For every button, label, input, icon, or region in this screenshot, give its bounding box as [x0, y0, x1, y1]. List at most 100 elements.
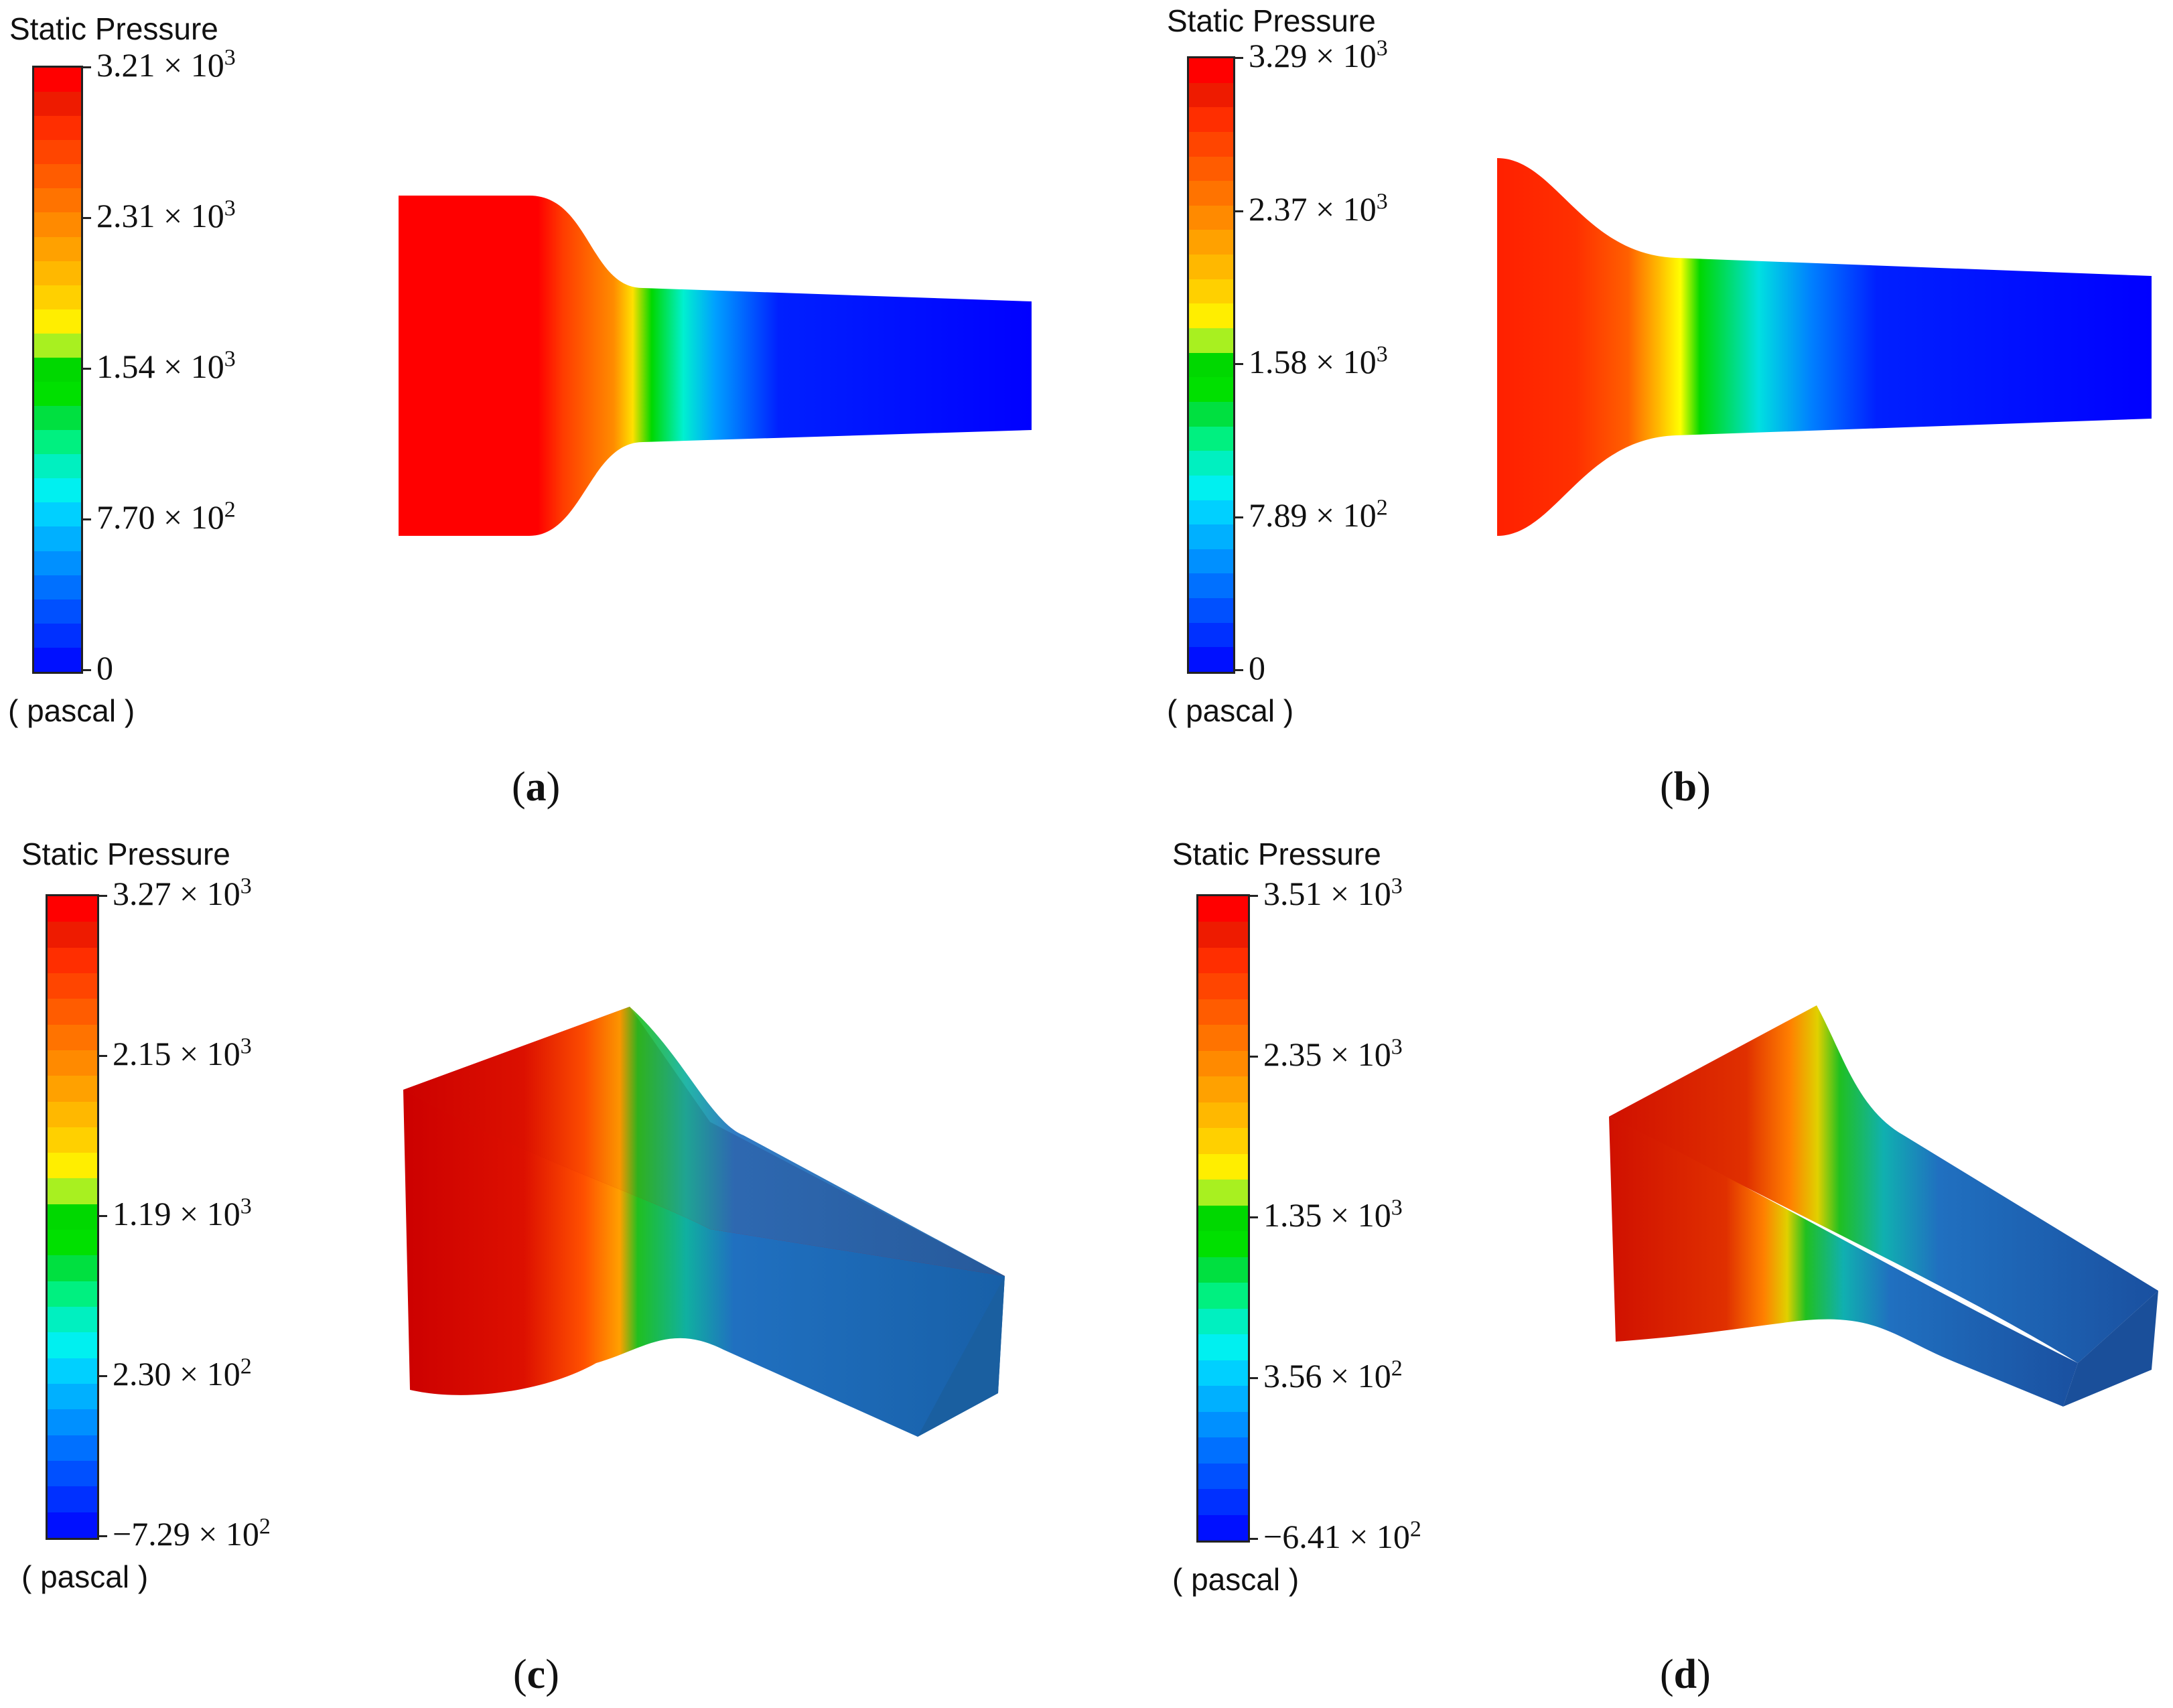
colorbar-tick-label: −7.29 × 102: [113, 1514, 271, 1553]
colorbar-band: [34, 212, 81, 237]
colorbar-title: Static Pressure: [1172, 837, 1381, 871]
colorbar-band: [1189, 549, 1233, 574]
colorbar-title: Static Pressure: [9, 11, 218, 46]
colorbar-tick-mark: [98, 1215, 107, 1217]
colorbar-band: [1189, 156, 1233, 182]
colorbar-band: [1189, 255, 1233, 279]
colorbar-band: [34, 551, 81, 575]
colorbar-band: [1189, 352, 1233, 378]
colorbar-band: [48, 1383, 97, 1410]
colorbar-band: [34, 478, 81, 503]
colorbar-band: [1198, 896, 1248, 922]
colorbar-band: [1189, 181, 1233, 206]
colorbar-band: [1198, 1257, 1248, 1283]
colorbar-band: [1189, 58, 1233, 83]
colorbar-band: [1198, 973, 1248, 999]
colorbar-band: [48, 1153, 97, 1179]
pressure-contour-2d: [399, 196, 1032, 536]
colorbar-band: [1189, 107, 1233, 132]
colorbar-band: [34, 68, 81, 92]
colorbar-band: [1198, 1308, 1248, 1335]
colorbar-band: [1198, 1153, 1248, 1180]
colorbar-band: [1198, 1334, 1248, 1360]
panel-b: Static Pressure ( pascal ) (b) 3.29 × 10…: [1086, 0, 2173, 854]
colorbar-band: [48, 1050, 97, 1076]
colorbar-band: [1189, 451, 1233, 476]
pressure-contour-3d: [1609, 1005, 2158, 1407]
colorbar-band: [48, 973, 97, 999]
colorbar-band: [1189, 524, 1233, 549]
colorbar-tick-label: −6.41 × 102: [1263, 1516, 1421, 1555]
unit-label: ( pascal ): [1167, 693, 1294, 728]
caption-b: (b): [1660, 764, 1711, 810]
colorbar-band: [1198, 922, 1248, 948]
colorbar-band: [1198, 1231, 1248, 1257]
colorbar-tick-mark: [1234, 516, 1243, 518]
colorbar-band: [48, 1435, 97, 1461]
colorbar-tick-mark: [1234, 669, 1243, 671]
colorbar-band: [1198, 1514, 1248, 1541]
colorbar-band: [34, 188, 81, 213]
colorbar-band: [48, 1307, 97, 1333]
colorbar-band: [48, 999, 97, 1025]
colorbar-band: [48, 1460, 97, 1487]
colorbar-band: [1189, 328, 1233, 353]
colorbar-band: [1189, 426, 1233, 451]
colorbar-band: [48, 1076, 97, 1102]
colorbar-band: [34, 236, 81, 261]
colorbar-band: [34, 164, 81, 189]
colorbar-tick-mark: [98, 895, 107, 897]
colorbar-band: [48, 1332, 97, 1358]
colorbar-band: [48, 1358, 97, 1384]
colorbar-tick-label: 1.58 × 103: [1249, 342, 1388, 380]
colorbar-band: [1198, 1489, 1248, 1515]
colorbar-band: [1198, 1076, 1248, 1102]
pressure-contour-3d: [403, 1007, 1005, 1437]
face-front-main: [403, 1090, 1005, 1437]
unit-label: ( pascal ): [8, 693, 135, 728]
colorbar-band: [1189, 377, 1233, 402]
colorbar-tick-mark: [1234, 57, 1243, 59]
colorbar-tick-label: 0: [1249, 649, 1265, 687]
colorbar-band: [34, 92, 81, 117]
colorbar-band: [1198, 1386, 1248, 1412]
colorbar-tick-label: 7.89 × 102: [1249, 494, 1388, 534]
colorbar: [46, 894, 99, 1540]
face-upper: [403, 1007, 1005, 1276]
colorbar-band: [34, 116, 81, 141]
colorbar-band: [48, 1127, 97, 1153]
colorbar-band: [1198, 1180, 1248, 1206]
colorbar-tick-mark: [82, 669, 91, 671]
panel-c: Static Pressure ( pascal ) (c) 3.27 × 10…: [0, 837, 1086, 1708]
colorbar-band: [34, 382, 81, 407]
caption-d: (d): [1660, 1652, 1711, 1697]
colorbar-tick-label: 1.35 × 103: [1263, 1195, 1403, 1234]
colorbar-tick-mark: [82, 368, 91, 370]
colorbar-band: [1198, 1050, 1248, 1077]
colorbar-tick-mark: [1249, 1377, 1258, 1379]
colorbar-band: [1189, 131, 1233, 157]
colorbar-band: [34, 647, 81, 672]
colorbar-band: [1189, 573, 1233, 599]
colorbar-band: [48, 1204, 97, 1230]
panel-a: Static Pressure ( pascal ) (a) 3.21 × 10…: [0, 0, 1086, 854]
face-side: [918, 1276, 1005, 1437]
colorbar-tick-label: 2.15 × 103: [113, 1034, 252, 1072]
caption-a: (a): [512, 764, 561, 810]
colorbar-band: [34, 526, 81, 551]
unit-label: ( pascal ): [21, 1559, 149, 1594]
colorbar-title: Static Pressure: [21, 837, 230, 871]
caption-c: (c): [513, 1652, 559, 1697]
unit-label: ( pascal ): [1172, 1562, 1300, 1597]
colorbar-band: [48, 1409, 97, 1435]
nozzle-shape: [1497, 158, 2152, 536]
colorbar-band: [34, 575, 81, 599]
colorbar-tick-label: 3.29 × 103: [1249, 35, 1388, 74]
colorbar-tick-label: 0: [96, 649, 113, 687]
colorbar-band: [1189, 205, 1233, 230]
colorbar-band: [34, 140, 81, 165]
colorbar-tick-mark: [82, 518, 91, 520]
colorbar-band: [48, 1024, 97, 1050]
colorbar-band: [48, 896, 97, 922]
colorbar-band: [1198, 1360, 1248, 1386]
